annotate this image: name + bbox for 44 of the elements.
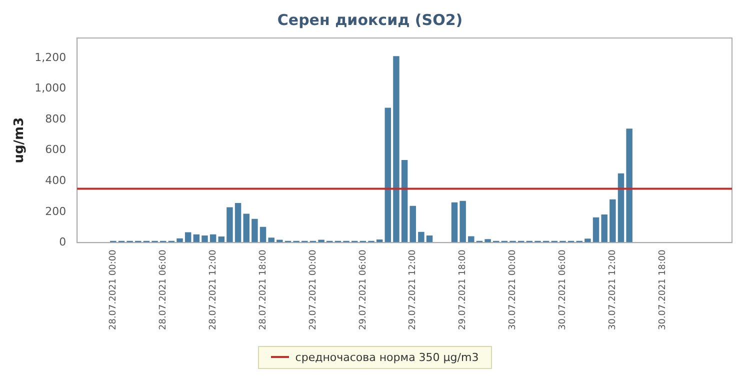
x-tick-label: 28.07.2021 00:00 <box>108 249 119 330</box>
bar <box>384 108 392 243</box>
bar <box>401 160 408 243</box>
bar <box>468 236 474 243</box>
x-tick-label: 30.07.2021 00:00 <box>508 249 518 330</box>
x-tick-label: 29.07.2021 00:00 <box>308 249 318 330</box>
x-tick-label: 29.07.2021 12:00 <box>408 249 418 330</box>
x-tick-label: 30.07.2021 06:00 <box>558 249 568 330</box>
x-tick-label: 28.07.2021 18:00 <box>258 249 268 330</box>
chart-title: Серен диоксид (SO2) <box>277 10 463 29</box>
bar <box>234 202 242 243</box>
y-tick-label: 800 <box>45 112 66 126</box>
bar <box>202 235 208 243</box>
bar <box>393 56 400 243</box>
bar <box>226 207 233 243</box>
bar <box>584 238 591 243</box>
bar <box>618 173 624 243</box>
bar <box>610 199 616 243</box>
x-tick-label: 28.07.2021 12:00 <box>208 249 218 330</box>
y-tick-label: 0 <box>59 236 66 249</box>
bar <box>252 218 258 243</box>
y-tick-label: 600 <box>45 143 66 156</box>
y-tick-label: 1,000 <box>34 82 66 95</box>
y-axis-title: ug/m3 <box>12 117 28 164</box>
x-tick-label: 28.07.2021 06:00 <box>158 249 168 330</box>
x-tick-label: 29.07.2021 18:00 <box>458 249 468 330</box>
bar <box>601 214 608 243</box>
bar <box>451 202 458 243</box>
y-tick-label: 200 <box>45 204 66 218</box>
bar <box>460 200 466 243</box>
bar <box>626 128 632 243</box>
bar <box>418 232 424 243</box>
bar <box>243 214 250 243</box>
x-tick-label: 30.07.2021 18:00 <box>658 249 668 330</box>
bar <box>410 206 416 243</box>
bar <box>260 226 266 243</box>
bar <box>592 217 600 243</box>
y-tick-label: 400 <box>45 174 66 187</box>
x-tick-label: 30.07.2021 12:00 <box>608 249 618 330</box>
bar <box>268 238 274 243</box>
legend-label: средночасова норма 350 μg/m3 <box>295 350 479 364</box>
bar <box>184 232 192 243</box>
x-tick-label: 29.07.2021 06:00 <box>358 249 368 330</box>
y-tick-label: 1,200 <box>34 50 66 64</box>
